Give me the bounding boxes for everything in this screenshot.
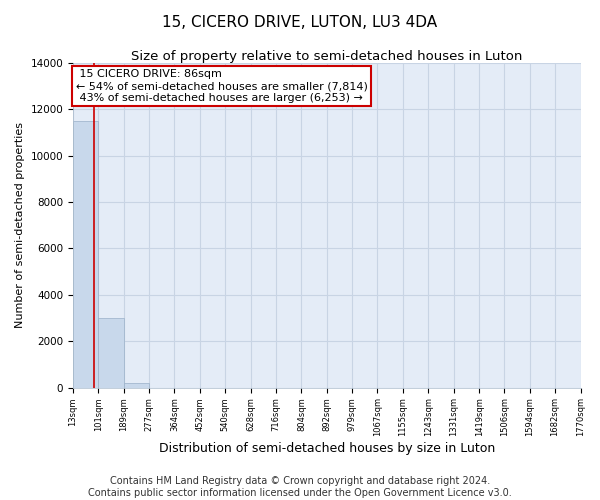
Text: 15 CICERO DRIVE: 86sqm
← 54% of semi-detached houses are smaller (7,814)
 43% of: 15 CICERO DRIVE: 86sqm ← 54% of semi-det…: [76, 70, 367, 102]
Text: Contains HM Land Registry data © Crown copyright and database right 2024.
Contai: Contains HM Land Registry data © Crown c…: [88, 476, 512, 498]
Bar: [98, 318, 124, 388]
X-axis label: Distribution of semi-detached houses by size in Luton: Distribution of semi-detached houses by …: [158, 442, 495, 455]
Y-axis label: Number of semi-detached properties: Number of semi-detached properties: [15, 122, 25, 328]
Bar: [124, 383, 149, 388]
Title: Size of property relative to semi-detached houses in Luton: Size of property relative to semi-detach…: [131, 50, 523, 63]
Text: 15, CICERO DRIVE, LUTON, LU3 4DA: 15, CICERO DRIVE, LUTON, LU3 4DA: [163, 15, 437, 30]
Bar: [73, 121, 98, 388]
